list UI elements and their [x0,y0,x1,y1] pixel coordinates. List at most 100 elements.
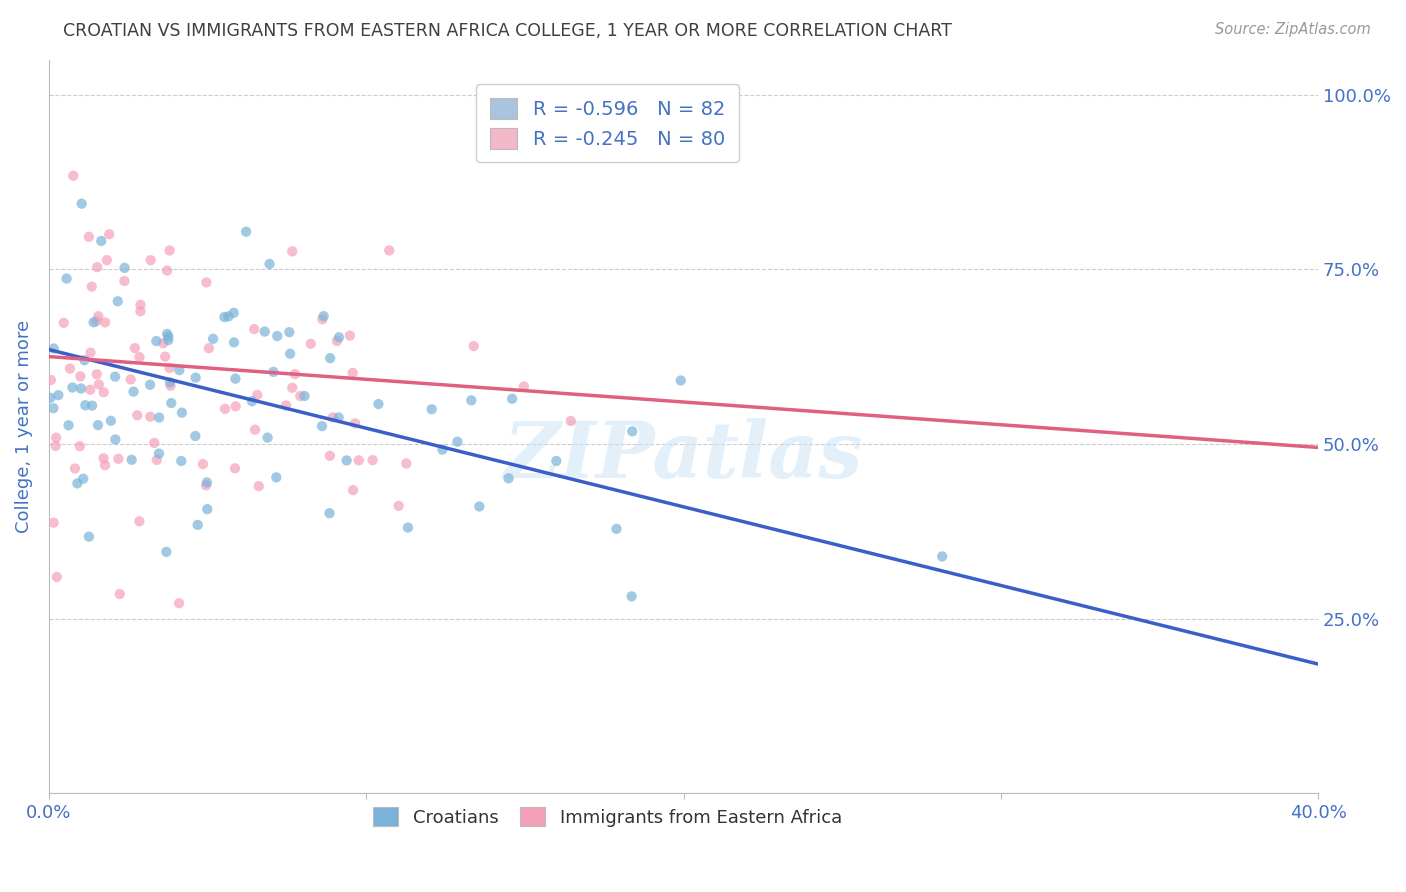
Point [139,377,162,392]
Point [72,472,94,486]
Point [274,399,297,413]
Text: ZIPatlas: ZIPatlas [503,417,863,494]
Point [167,596,190,610]
Point [46,388,69,402]
Point [127,409,149,423]
Point [191,457,214,471]
Point [326,334,349,348]
Point [148,410,170,425]
Point [107,451,129,466]
Point [69,369,91,384]
Point [513,379,536,393]
Point [77,229,100,244]
Point [70,382,93,396]
Point [156,263,179,277]
Point [225,400,247,414]
Point [312,309,335,323]
Point [222,306,245,320]
Point [378,244,401,258]
Point [243,423,266,437]
Point [262,365,284,379]
Point [45,439,67,453]
Point [90,234,112,248]
Point [224,461,246,475]
Point [159,378,181,392]
Point [39,373,62,387]
Point [336,453,359,467]
Point [169,363,191,377]
Point [432,442,454,457]
Point [605,522,627,536]
Point [120,372,142,386]
Point [367,397,389,411]
Point [86,314,108,328]
Point [281,244,304,259]
Point [82,399,104,413]
Point [546,454,568,468]
Point [388,499,411,513]
Point [73,353,96,368]
Point [87,418,110,433]
Point [87,377,110,392]
Point [139,253,162,268]
Point [347,453,370,467]
Point [94,315,117,329]
Point [468,500,491,514]
Point [322,410,344,425]
Point [294,389,316,403]
Point [159,376,181,390]
Point [256,431,278,445]
Point [121,452,143,467]
Point [395,457,418,471]
Point [62,169,84,183]
Point [195,276,218,290]
Point [159,244,181,258]
Point [75,398,97,412]
Y-axis label: College, 1 year or more: College, 1 year or more [15,320,32,533]
Point [45,431,67,445]
Point [104,433,127,447]
Point [342,483,364,497]
Point [202,332,225,346]
Point [157,333,180,347]
Point [284,367,307,381]
Point [311,419,333,434]
Point [104,369,127,384]
Point [39,391,62,405]
Point [128,514,150,528]
Point [318,506,340,520]
Point [184,370,207,384]
Point [155,545,177,559]
Point [187,517,209,532]
Point [195,478,218,492]
Point [266,470,288,484]
Point [108,587,131,601]
Point [128,350,150,364]
Legend: Croatians, Immigrants from Eastern Africa: Croatians, Immigrants from Eastern Afric… [364,797,851,836]
Point [319,449,342,463]
Point [83,315,105,329]
Point [420,402,443,417]
Point [42,401,65,416]
Point [52,316,75,330]
Point [107,294,129,309]
Point [396,520,419,534]
Point [243,322,266,336]
Point [114,260,136,275]
Point [217,310,239,324]
Point [278,347,301,361]
Point [560,414,582,428]
Point [669,374,692,388]
Point [170,406,193,420]
Point [253,325,276,339]
Point [214,401,236,416]
Point [94,458,117,473]
Point [79,345,101,359]
Point [62,380,84,394]
Point [66,476,89,491]
Point [69,439,91,453]
Point [195,502,218,516]
Point [281,381,304,395]
Point [42,342,65,356]
Point [344,417,367,431]
